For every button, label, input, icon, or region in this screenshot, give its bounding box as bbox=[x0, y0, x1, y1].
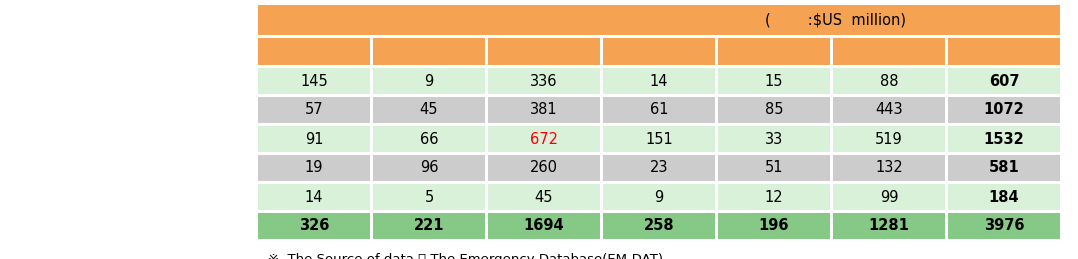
Text: 151: 151 bbox=[645, 132, 673, 147]
Bar bbox=[833, 97, 945, 123]
Bar bbox=[948, 155, 1060, 181]
Text: 9: 9 bbox=[654, 190, 664, 205]
Text: 45: 45 bbox=[535, 190, 553, 205]
Text: 19: 19 bbox=[305, 161, 323, 176]
Bar bbox=[258, 213, 370, 239]
Bar bbox=[488, 126, 600, 152]
Text: 99: 99 bbox=[880, 190, 898, 205]
Text: 1072: 1072 bbox=[983, 103, 1024, 118]
Bar bbox=[373, 184, 485, 210]
Bar bbox=[718, 126, 830, 152]
Bar bbox=[718, 68, 830, 94]
Bar bbox=[603, 184, 715, 210]
Bar bbox=[488, 38, 600, 65]
Bar bbox=[948, 68, 1060, 94]
Text: 1281: 1281 bbox=[869, 219, 910, 234]
Bar bbox=[948, 38, 1060, 65]
Bar bbox=[258, 38, 370, 65]
Bar bbox=[948, 184, 1060, 210]
Bar bbox=[373, 126, 485, 152]
Bar bbox=[718, 184, 830, 210]
Bar bbox=[833, 155, 945, 181]
Text: 57: 57 bbox=[305, 103, 323, 118]
Bar bbox=[603, 97, 715, 123]
Bar bbox=[833, 213, 945, 239]
Text: 326: 326 bbox=[299, 219, 329, 234]
Text: 23: 23 bbox=[650, 161, 668, 176]
Text: 14: 14 bbox=[305, 190, 323, 205]
Text: 3976: 3976 bbox=[984, 219, 1024, 234]
Text: 132: 132 bbox=[875, 161, 903, 176]
Bar bbox=[948, 213, 1060, 239]
Text: 91: 91 bbox=[305, 132, 323, 147]
Bar bbox=[718, 38, 830, 65]
Text: ※  The Source of data ： The Emergency Database(EM-DAT): ※ The Source of data ： The Emergency Dat… bbox=[268, 254, 663, 259]
Text: 1694: 1694 bbox=[524, 219, 564, 234]
Bar bbox=[373, 38, 485, 65]
Text: 221: 221 bbox=[414, 219, 444, 234]
Text: 581: 581 bbox=[989, 161, 1020, 176]
Bar bbox=[488, 68, 600, 94]
Text: 672: 672 bbox=[530, 132, 558, 147]
Text: 61: 61 bbox=[650, 103, 668, 118]
Bar bbox=[373, 97, 485, 123]
Text: 519: 519 bbox=[875, 132, 903, 147]
Bar bbox=[258, 5, 1060, 35]
Bar bbox=[833, 126, 945, 152]
Text: 15: 15 bbox=[764, 74, 784, 89]
Bar bbox=[603, 126, 715, 152]
Text: (        :$US  million): ( :$US million) bbox=[765, 12, 906, 27]
Text: 196: 196 bbox=[759, 219, 789, 234]
Bar bbox=[833, 38, 945, 65]
Bar bbox=[718, 155, 830, 181]
Text: 45: 45 bbox=[419, 103, 439, 118]
Bar bbox=[603, 155, 715, 181]
Bar bbox=[373, 68, 485, 94]
Bar bbox=[488, 184, 600, 210]
Bar bbox=[948, 97, 1060, 123]
Bar bbox=[833, 68, 945, 94]
Bar bbox=[488, 97, 600, 123]
Text: 260: 260 bbox=[530, 161, 558, 176]
Text: 381: 381 bbox=[530, 103, 557, 118]
Bar bbox=[373, 155, 485, 181]
Bar bbox=[718, 97, 830, 123]
Bar bbox=[488, 213, 600, 239]
Bar bbox=[373, 213, 485, 239]
Bar bbox=[258, 126, 370, 152]
Bar bbox=[833, 184, 945, 210]
Text: 96: 96 bbox=[419, 161, 439, 176]
Bar bbox=[603, 213, 715, 239]
Text: 443: 443 bbox=[875, 103, 902, 118]
Text: 336: 336 bbox=[530, 74, 557, 89]
Text: 66: 66 bbox=[419, 132, 439, 147]
Text: 9: 9 bbox=[425, 74, 433, 89]
Text: 5: 5 bbox=[425, 190, 433, 205]
Bar bbox=[258, 68, 370, 94]
Text: 607: 607 bbox=[989, 74, 1020, 89]
Bar bbox=[258, 97, 370, 123]
Bar bbox=[948, 126, 1060, 152]
Bar bbox=[603, 68, 715, 94]
Text: 1532: 1532 bbox=[983, 132, 1024, 147]
Bar bbox=[488, 155, 600, 181]
Text: 145: 145 bbox=[300, 74, 328, 89]
Text: 184: 184 bbox=[989, 190, 1020, 205]
Text: 12: 12 bbox=[764, 190, 784, 205]
Bar bbox=[258, 155, 370, 181]
Bar bbox=[603, 38, 715, 65]
Text: 33: 33 bbox=[765, 132, 783, 147]
Text: 51: 51 bbox=[764, 161, 784, 176]
Bar bbox=[718, 213, 830, 239]
Text: 88: 88 bbox=[880, 74, 898, 89]
Text: 85: 85 bbox=[764, 103, 784, 118]
Text: 14: 14 bbox=[650, 74, 668, 89]
Bar bbox=[258, 184, 370, 210]
Text: 258: 258 bbox=[644, 219, 675, 234]
